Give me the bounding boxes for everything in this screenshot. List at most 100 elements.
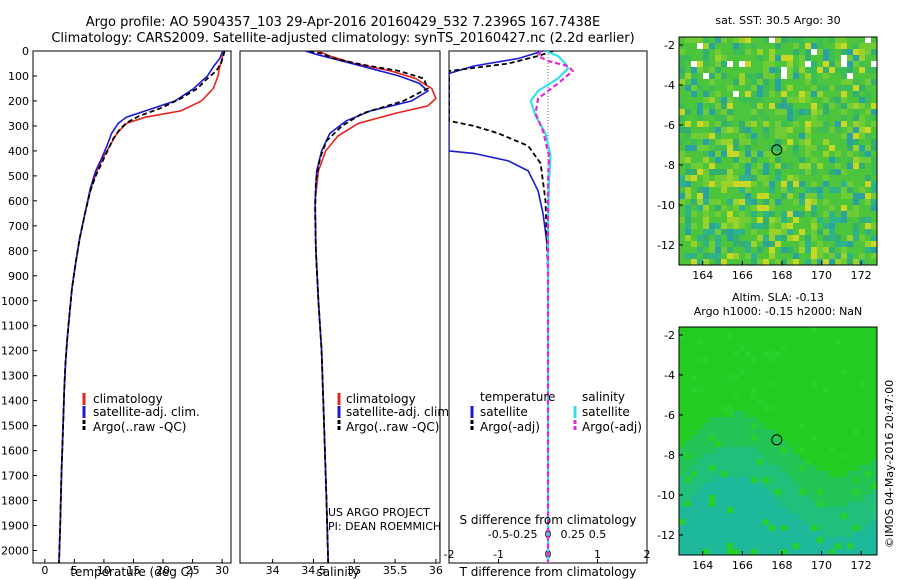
sla-cell bbox=[871, 549, 877, 555]
sst-cell bbox=[871, 193, 877, 199]
sla-cell bbox=[805, 513, 811, 519]
sst-cell bbox=[871, 175, 877, 181]
sla-cell bbox=[709, 333, 715, 339]
sst-cell bbox=[871, 139, 877, 145]
sst-cell bbox=[859, 121, 865, 127]
sst-cell bbox=[841, 253, 847, 259]
sst-cell bbox=[769, 247, 775, 253]
sst-cell bbox=[763, 37, 769, 43]
sla-cell bbox=[805, 363, 811, 369]
sst-cell bbox=[691, 259, 697, 265]
sla-cell bbox=[841, 381, 847, 387]
sst-cell bbox=[757, 217, 763, 223]
sla-cell bbox=[805, 357, 811, 363]
sst-cell bbox=[697, 253, 703, 259]
sst-cell bbox=[799, 217, 805, 223]
sla-cell bbox=[853, 477, 859, 483]
temperature-xlabel: temperature (deg C) bbox=[70, 565, 193, 579]
sla-cell bbox=[865, 339, 871, 345]
sla-cell bbox=[841, 549, 847, 555]
sst-cell bbox=[739, 211, 745, 217]
sst-cell bbox=[751, 175, 757, 181]
sst-cell bbox=[679, 139, 685, 145]
sla-cell bbox=[757, 381, 763, 387]
sst-cell bbox=[847, 217, 853, 223]
sla-cell bbox=[859, 465, 865, 471]
sla-cell bbox=[793, 513, 799, 519]
sst-cell bbox=[745, 49, 751, 55]
sst-cell bbox=[865, 133, 871, 139]
difference-legend: temperature salinity satellite Argo(-adj… bbox=[470, 390, 642, 434]
sla-cell bbox=[715, 327, 721, 333]
sla-cell bbox=[697, 501, 703, 507]
sst-cell bbox=[805, 91, 811, 97]
sla-cell bbox=[763, 435, 769, 441]
sla-cell bbox=[751, 375, 757, 381]
sla-cell bbox=[721, 519, 727, 525]
sst-cell bbox=[763, 115, 769, 121]
sst-cell bbox=[727, 121, 733, 127]
sla-cell bbox=[853, 363, 859, 369]
sla-cell bbox=[787, 423, 793, 429]
sst-cell bbox=[751, 193, 757, 199]
series-line-t-argo-adj- bbox=[449, 51, 554, 563]
sla-cell bbox=[721, 465, 727, 471]
sla-cell bbox=[703, 423, 709, 429]
sst-cell bbox=[859, 61, 865, 67]
sst-cell bbox=[763, 73, 769, 79]
sla-cell bbox=[865, 525, 871, 531]
sla-cell bbox=[871, 357, 877, 363]
sst-cell bbox=[715, 85, 721, 91]
sst-cell bbox=[757, 43, 763, 49]
sla-cell bbox=[793, 381, 799, 387]
sla-cell bbox=[709, 531, 715, 537]
temperature-x-axis: 0 5 10 15 20 25 30 bbox=[41, 559, 229, 577]
x-tick-label-s: 0.25 bbox=[561, 528, 586, 541]
sst-cell bbox=[817, 97, 823, 103]
sst-cell bbox=[763, 79, 769, 85]
sst-cell bbox=[817, 235, 823, 241]
sst-cell bbox=[847, 55, 853, 61]
sla-cell bbox=[769, 333, 775, 339]
sla-cell bbox=[691, 489, 697, 495]
sst-cell bbox=[691, 223, 697, 229]
sla-cell bbox=[817, 501, 823, 507]
sst-cell bbox=[709, 133, 715, 139]
sla-cell bbox=[847, 375, 853, 381]
sst-cell bbox=[817, 163, 823, 169]
sla-cell bbox=[841, 363, 847, 369]
sla-cell bbox=[691, 351, 697, 357]
sla-cell bbox=[781, 483, 787, 489]
sst-cell bbox=[745, 193, 751, 199]
sla-cell bbox=[829, 393, 835, 399]
sla-cell bbox=[811, 435, 817, 441]
sla-cell bbox=[859, 333, 865, 339]
sst-cell bbox=[841, 85, 847, 91]
sst-cell bbox=[841, 193, 847, 199]
sla-cell bbox=[769, 357, 775, 363]
sla-cell bbox=[865, 405, 871, 411]
series-line-s-satellite bbox=[529, 51, 570, 563]
sst-cell bbox=[739, 163, 745, 169]
sst-cell bbox=[787, 199, 793, 205]
sla-cell bbox=[829, 375, 835, 381]
sst-cell bbox=[769, 163, 775, 169]
sst-cell bbox=[763, 223, 769, 229]
sst-cell bbox=[853, 229, 859, 235]
sla-cell bbox=[745, 537, 751, 543]
sst-cell bbox=[739, 199, 745, 205]
sla-cell bbox=[775, 501, 781, 507]
sst-cell bbox=[691, 115, 697, 121]
sla-cell bbox=[727, 387, 733, 393]
sst-cell bbox=[751, 133, 757, 139]
sla-cell bbox=[757, 543, 763, 549]
sst-cell bbox=[751, 187, 757, 193]
sla-cell bbox=[685, 417, 691, 423]
sst-cell bbox=[739, 115, 745, 121]
sst-cell bbox=[787, 205, 793, 211]
sst-cell bbox=[841, 55, 847, 61]
sst-cell bbox=[805, 139, 811, 145]
sla-cell bbox=[847, 369, 853, 375]
sst-cell bbox=[709, 229, 715, 235]
sst-cell bbox=[769, 211, 775, 217]
